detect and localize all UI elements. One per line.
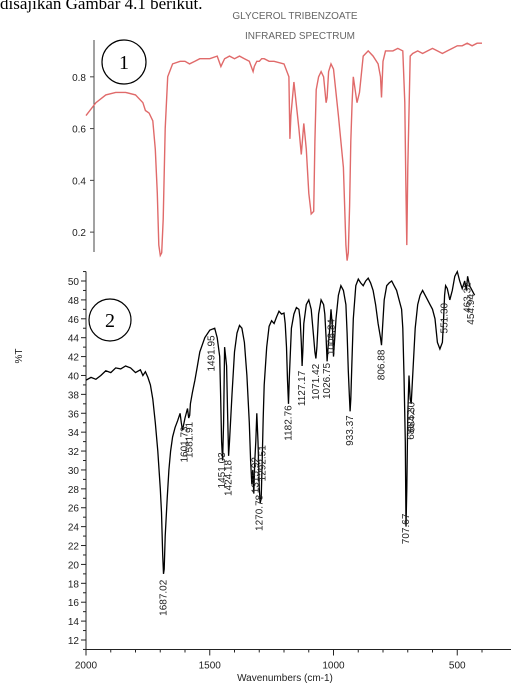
- spectrum-2-x-tick-label: 500: [449, 660, 466, 671]
- spectrum-2-y-tick-label: 34: [68, 428, 80, 439]
- marker-circle-1: [101, 39, 147, 85]
- spectrum-1-line: [85, 42, 482, 261]
- peak-label: 463.32: [463, 282, 474, 313]
- peak-label: 1424.18: [224, 459, 235, 496]
- peak-label: 1315.92: [250, 457, 261, 494]
- peak-label: 1491.95: [207, 335, 218, 372]
- spectrum-2-y-tick-label: 24: [68, 523, 80, 534]
- peak-label: 933.37: [345, 415, 356, 446]
- x-axis-label: Wavenumbers (cm-1): [237, 673, 333, 684]
- chart-title: GLYCEROL TRIBENZOATE: [232, 11, 358, 22]
- caption-text: disajikan Gambar 4.1 berikut.: [0, 0, 203, 13]
- peak-label: 684.30: [407, 401, 418, 432]
- spectrum-2-y-tick-label: 50: [68, 277, 80, 288]
- peak-label: 1182.76: [283, 405, 294, 441]
- spectrum-2-y-tick-label: 20: [68, 560, 80, 571]
- y-axis-label: %T: [14, 349, 25, 364]
- marker-label-2: 2: [105, 310, 115, 332]
- spectrum-1-y-tick-label: 0.8: [72, 73, 86, 84]
- spectrum-1-y-tick-label: 0.4: [72, 176, 86, 187]
- spectrum-2-y-tick-label: 12: [68, 636, 80, 647]
- peak-label: 1687.02: [159, 579, 170, 616]
- peak-label: 1008.84: [326, 319, 337, 356]
- spectrum-2-y-tick-label: 40: [68, 371, 80, 382]
- peak-label: 1270.78: [254, 494, 265, 531]
- peak-label: 1071.42: [311, 363, 322, 400]
- spectrum-2-y-tick-label: 32: [68, 447, 80, 458]
- spectrum-2-x-tick-label: 1500: [199, 660, 222, 671]
- spectrum-2-y-tick-label: 36: [68, 409, 80, 420]
- peak-label: 707.67: [401, 513, 412, 544]
- spectrum-2-y-tick-label: 48: [68, 296, 80, 307]
- spectrum-1-axes: 0.8 0.6 0.4 0.2: [72, 40, 95, 252]
- spectrum-2-y-tick-label: 46: [68, 315, 80, 326]
- peak-label: 806.88: [376, 349, 387, 380]
- peak-label: 551.30: [440, 302, 451, 333]
- peak-label: 1581.91: [185, 421, 196, 458]
- spectrum-2-axes: 50 48 46 44 42 40 38 36 34 32 30 28 26 24 22 20 18 16 14 12…: [68, 271, 511, 671]
- chart-subtitle: INFRARED SPECTRUM: [245, 31, 355, 42]
- spectrum-2-x-tick-label: 2000: [75, 660, 98, 671]
- marker-circle-2: [88, 298, 132, 342]
- peak-label: 1601.73: [180, 426, 191, 463]
- spectrum-2-plot: [85, 269, 476, 574]
- spectrum-2-y-tick-label: 28: [68, 485, 80, 496]
- marker-label-1: 1: [119, 52, 129, 74]
- spectrum-2-y-tick-label: 14: [68, 617, 80, 628]
- spectrum-2-x-tick-label: 1000: [322, 660, 345, 671]
- spectrum-2-y-tick-label: 26: [68, 504, 80, 515]
- spectrum-1-y-tick-label: 0.2: [72, 228, 86, 239]
- spectrum-2-line: [85, 269, 476, 574]
- peak-label: 454.94: [466, 294, 477, 325]
- spectrum-1-plot: [85, 42, 482, 261]
- spectrum-2-y-tick-label: 16: [68, 598, 80, 609]
- peak-label: 1127.17: [297, 370, 308, 406]
- spectrum-2-y-tick-label: 38: [68, 390, 80, 401]
- peak-label: 1451.03: [217, 452, 228, 489]
- spectrum-2-y-tick-label: 30: [68, 466, 80, 477]
- spectrum-2-y-tick-label: 42: [68, 353, 80, 364]
- peak-label: 686.52: [406, 409, 417, 440]
- peak-label: 1026.75: [322, 362, 333, 399]
- spectrum-2-y-tick-label: 22: [68, 542, 80, 553]
- spectrum-2-y-tick-label: 18: [68, 579, 80, 590]
- spectrum-1-y-tick-label: 0.6: [72, 125, 86, 136]
- peak-label: 1292.51: [258, 445, 269, 482]
- spectrum-2-y-tick-label: 44: [68, 334, 80, 345]
